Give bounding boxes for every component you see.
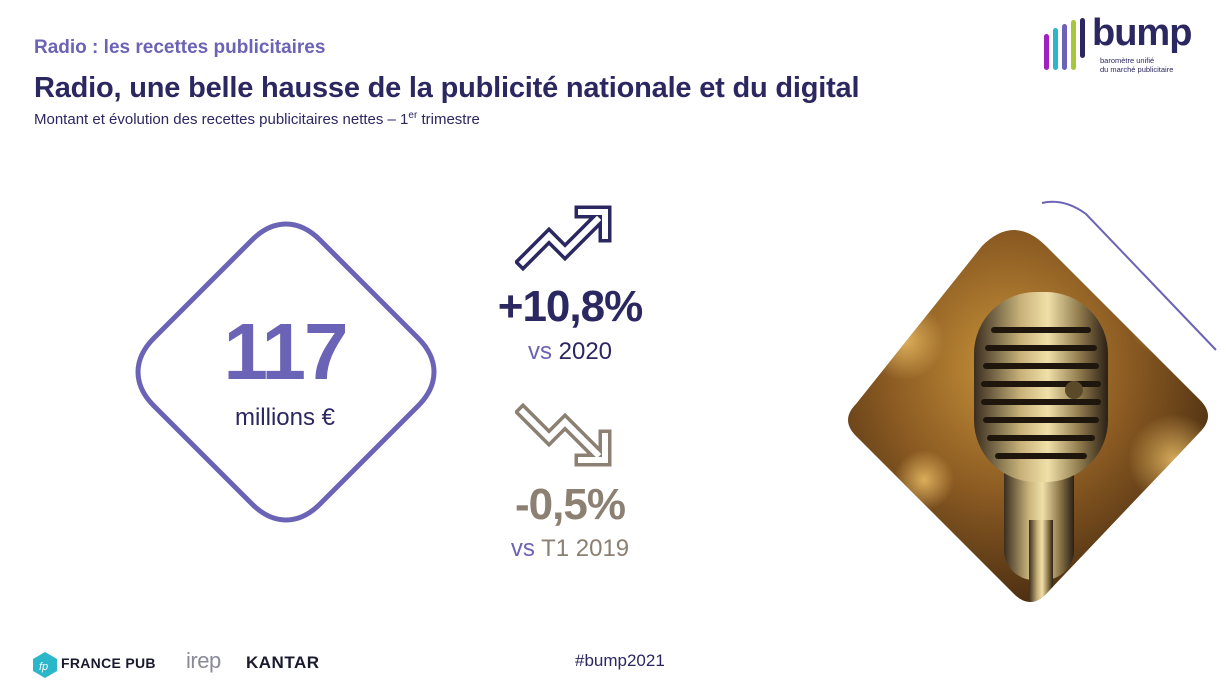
microphone-photo xyxy=(848,200,1217,602)
logo-bar-5 xyxy=(1080,18,1085,58)
trend-up-icon xyxy=(515,205,612,272)
logo-bar-1 xyxy=(1044,34,1049,70)
subtitle-main: Montant et évolution des recettes public… xyxy=(34,111,409,128)
france-pub-logo-icon: fp xyxy=(33,652,57,678)
hashtag: #bump2021 xyxy=(575,651,665,670)
vs-up-ref: 2020 xyxy=(551,338,613,365)
trend-down-icon xyxy=(515,402,612,467)
bump-bars-icon xyxy=(1044,18,1085,70)
subtitle-end: trimestre xyxy=(417,111,480,128)
logo-bar-3 xyxy=(1062,24,1067,70)
kpi-diamond-frame xyxy=(135,221,437,523)
svg-text:fp: fp xyxy=(39,661,48,673)
page-title: Radio, une belle hausse de la publicité … xyxy=(34,72,860,104)
evolution-up-reference: vs 2020 xyxy=(470,338,670,366)
section-label: Radio : les recettes publicitaires xyxy=(34,37,326,58)
logo-bar-4 xyxy=(1071,20,1076,70)
logo-bar-2 xyxy=(1053,28,1058,70)
bump-logo: bump baromètre unifié du marché publicit… xyxy=(1040,12,1210,76)
evolution-down-value: -0,5% xyxy=(515,480,626,529)
france-pub-logo-text: FRANCE PUB xyxy=(61,655,156,671)
subtitle-superscript: er xyxy=(408,110,418,121)
vs-down-ref: T1 2019 xyxy=(534,535,630,562)
kpi-unit: millions € xyxy=(234,404,336,431)
vs-up-prefix: vs xyxy=(527,338,552,365)
bump-logo-tagline-1: baromètre unifié xyxy=(1100,56,1155,65)
bump-logo-word: bump xyxy=(1092,12,1192,54)
evolution-down-reference: vs T1 2019 xyxy=(470,535,670,563)
page-subtitle: Montant et évolution des recettes public… xyxy=(34,110,480,128)
kantar-logo: KANTAR xyxy=(246,653,320,672)
kpi-value: 117 xyxy=(223,307,348,396)
bump-logo-tagline-2: du marché publicitaire xyxy=(1100,65,1174,74)
evolution-up-value: +10,8% xyxy=(497,282,643,331)
vs-down-prefix: vs xyxy=(510,535,535,562)
irep-logo: irep xyxy=(186,648,221,673)
